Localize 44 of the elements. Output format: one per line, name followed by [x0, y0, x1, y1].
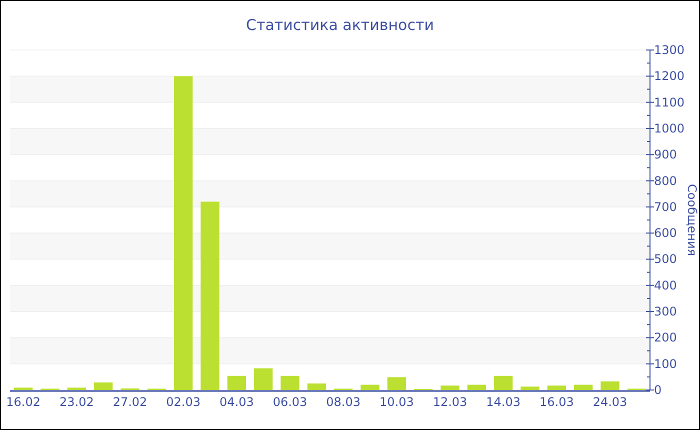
y-tick-label: 400	[654, 278, 677, 292]
y-tick-label: 800	[654, 174, 677, 188]
y-tick-label: 500	[654, 252, 677, 266]
bar	[227, 376, 246, 390]
y-tick-label: 200	[654, 330, 677, 345]
x-tick-label: 10.03	[379, 395, 414, 409]
chart-title: Статистика активности	[246, 16, 434, 34]
y-tick-label: 1000	[654, 121, 685, 136]
bar	[467, 384, 486, 390]
x-tick-label: 12.03	[432, 395, 468, 409]
bar	[494, 376, 513, 390]
bar	[547, 386, 566, 390]
x-tick-label: 08.03	[326, 395, 361, 409]
bar	[280, 376, 300, 390]
bar	[440, 386, 460, 390]
x-tick-label: 23.02	[59, 395, 94, 409]
y-tick-label: 900	[654, 148, 677, 162]
bar	[360, 384, 380, 390]
x-tick-label: 24.03	[592, 395, 628, 409]
y-tick-label: 100	[654, 356, 677, 371]
y-tick-label: 600	[654, 226, 677, 240]
x-tick-label: 27.02	[112, 395, 148, 409]
y-tick-label: 1300	[654, 43, 685, 57]
bar	[174, 76, 193, 390]
y-tick-label: 300	[654, 304, 677, 319]
x-tick-label: 16.02	[6, 395, 41, 409]
y-tick-label: 1100	[654, 95, 685, 110]
bar	[520, 386, 540, 390]
x-tick-label: 14.03	[486, 395, 521, 409]
y-tick-label: 700	[654, 200, 677, 214]
y-tick-label: 0	[654, 383, 662, 397]
x-tick-label: 02.03	[166, 395, 201, 409]
x-tick-label: 04.03	[219, 395, 254, 409]
bar	[600, 381, 620, 390]
y-tick-label: 1200	[654, 69, 685, 84]
bar	[387, 377, 406, 390]
bar	[307, 383, 326, 390]
bar	[254, 368, 273, 390]
bar	[574, 384, 593, 390]
x-tick-label: 16.03	[539, 395, 574, 409]
y-axis-title: Сообщения	[685, 184, 699, 256]
bar	[200, 202, 220, 390]
bar	[94, 382, 113, 390]
x-tick-label: 06.03	[272, 395, 308, 409]
